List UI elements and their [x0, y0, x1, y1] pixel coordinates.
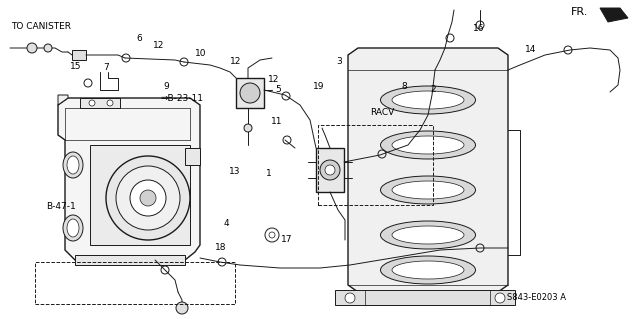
Text: 4: 4 [224, 219, 230, 228]
Text: 18: 18 [215, 243, 227, 252]
Ellipse shape [392, 91, 464, 109]
Ellipse shape [392, 136, 464, 154]
Ellipse shape [381, 256, 476, 284]
Circle shape [140, 190, 156, 206]
Text: TO CANISTER: TO CANISTER [12, 22, 72, 31]
Bar [35, 262, 235, 304]
Polygon shape [90, 145, 190, 245]
Circle shape [325, 165, 335, 175]
Polygon shape [72, 50, 86, 60]
Text: 11: 11 [271, 117, 282, 126]
Polygon shape [80, 98, 120, 108]
Circle shape [320, 160, 340, 180]
Text: RACV: RACV [370, 108, 394, 117]
Text: 16: 16 [473, 24, 484, 33]
Ellipse shape [392, 181, 464, 199]
Circle shape [176, 302, 188, 314]
Ellipse shape [392, 226, 464, 244]
Text: 14: 14 [525, 45, 536, 54]
Text: 12: 12 [230, 57, 241, 66]
Text: 17: 17 [281, 235, 292, 244]
Polygon shape [316, 148, 344, 192]
Text: 19: 19 [313, 82, 324, 91]
Polygon shape [58, 98, 200, 260]
Text: FR.: FR. [570, 7, 588, 17]
Text: 2: 2 [430, 85, 436, 94]
Text: B-47-1: B-47-1 [46, 202, 76, 211]
Ellipse shape [381, 131, 476, 159]
Bar [318, 125, 433, 205]
Text: 8: 8 [401, 82, 407, 91]
Ellipse shape [381, 176, 476, 204]
Polygon shape [348, 48, 508, 292]
Text: 9: 9 [163, 82, 169, 91]
Text: ⇒B-23-11: ⇒B-23-11 [160, 94, 203, 103]
Polygon shape [75, 255, 185, 265]
Text: 10: 10 [195, 49, 206, 58]
Ellipse shape [392, 261, 464, 279]
Ellipse shape [67, 219, 79, 237]
Text: S843-E0203 A: S843-E0203 A [507, 293, 566, 302]
Circle shape [106, 156, 190, 240]
Polygon shape [600, 8, 628, 22]
Circle shape [116, 166, 180, 230]
Text: 6: 6 [137, 34, 142, 43]
Circle shape [244, 124, 252, 132]
Circle shape [27, 43, 37, 53]
Text: 12: 12 [153, 41, 164, 50]
Text: 1: 1 [266, 169, 271, 178]
Polygon shape [185, 148, 200, 165]
Polygon shape [335, 290, 515, 305]
Circle shape [107, 100, 113, 106]
Text: 15: 15 [70, 63, 81, 71]
Ellipse shape [381, 221, 476, 249]
Circle shape [130, 180, 166, 216]
Ellipse shape [63, 152, 83, 178]
Ellipse shape [381, 86, 476, 114]
Circle shape [240, 83, 260, 103]
Text: 12: 12 [268, 75, 280, 84]
Text: 7: 7 [104, 63, 109, 72]
Text: 3: 3 [337, 57, 342, 66]
Polygon shape [58, 95, 68, 105]
Circle shape [345, 293, 355, 303]
Circle shape [89, 100, 95, 106]
Text: 5: 5 [276, 85, 281, 94]
Polygon shape [236, 78, 264, 108]
Circle shape [495, 293, 505, 303]
Text: 13: 13 [229, 167, 241, 176]
Ellipse shape [63, 215, 83, 241]
Circle shape [44, 44, 52, 52]
Ellipse shape [67, 156, 79, 174]
